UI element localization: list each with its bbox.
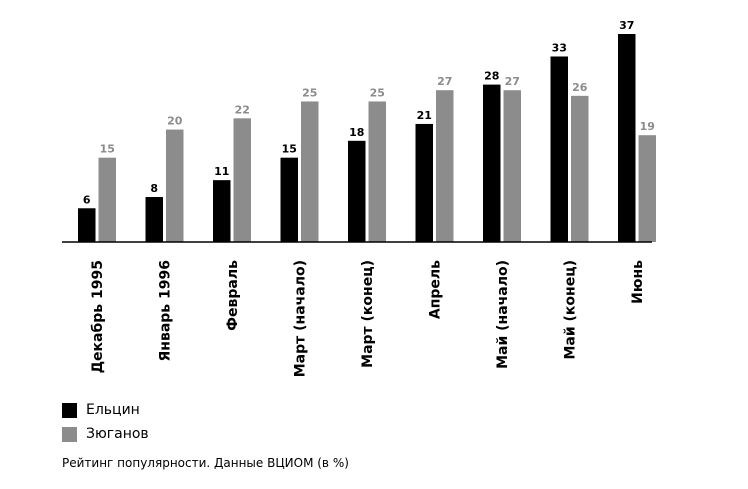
data-label-yeltsin-8: 37 (619, 19, 634, 32)
data-label-yeltsin-0: 6 (83, 193, 91, 206)
bar-zyuganov-1 (166, 129, 184, 242)
data-label-zyuganov-7: 26 (572, 81, 588, 94)
bar-yeltsin-5 (415, 123, 433, 242)
data-label-yeltsin-1: 8 (150, 182, 158, 195)
bar-zyuganov-4 (368, 101, 386, 242)
bar-yeltsin-7 (550, 56, 568, 243)
category-label-2: Февраль (225, 260, 241, 331)
bar-zyuganov-5 (436, 90, 454, 242)
bar-zyuganov-2 (233, 118, 251, 242)
bar-yeltsin-0 (78, 208, 96, 242)
data-label-yeltsin-4: 18 (349, 126, 364, 139)
bar-yeltsin-3 (280, 157, 298, 242)
bar-yeltsin-6 (483, 84, 501, 242)
bar-zyuganov-8 (638, 135, 656, 242)
category-label-6: Май (начало) (495, 260, 511, 369)
bar-yeltsin-4 (348, 140, 366, 242)
bar-yeltsin-8 (618, 34, 636, 242)
bar-zyuganov-3 (301, 101, 319, 242)
category-label-7: Май (конец) (563, 260, 579, 360)
data-label-zyuganov-6: 27 (505, 75, 520, 88)
data-label-zyuganov-1: 20 (167, 115, 183, 128)
data-label-zyuganov-4: 25 (370, 86, 385, 99)
data-label-zyuganov-3: 25 (302, 86, 317, 99)
category-label-3: Март (начало) (293, 260, 309, 377)
legend-label-yeltsin: Ельцин (86, 402, 140, 418)
data-label-yeltsin-5: 21 (417, 109, 432, 122)
legend-swatch-yeltsin (62, 402, 77, 418)
category-label-8: Июнь (630, 260, 646, 304)
bar-zyuganov-0 (98, 157, 116, 242)
data-label-yeltsin-2: 11 (214, 165, 229, 178)
data-label-yeltsin-3: 15 (282, 143, 297, 156)
bar-zyuganov-7 (571, 95, 589, 243)
category-label-0: Декабрь 1995 (90, 260, 106, 373)
data-label-zyuganov-8: 19 (640, 120, 655, 133)
legend-item-zyuganov: Зюганов (62, 426, 149, 442)
data-label-zyuganov-5: 27 (437, 75, 452, 88)
data-label-zyuganov-0: 15 (100, 143, 115, 156)
data-label-yeltsin-7: 33 (552, 41, 567, 54)
bar-yeltsin-1 (145, 197, 163, 242)
category-label-1: Январь 1996 (158, 260, 174, 361)
legend-swatch-zyuganov (62, 426, 77, 442)
bar-yeltsin-2 (213, 180, 231, 242)
bar-zyuganov-6 (503, 90, 521, 242)
chart-caption: Рейтинг популярности. Данные ВЦИОМ (в %) (62, 456, 349, 470)
category-label-5: Апрель (428, 260, 444, 319)
data-label-zyuganov-2: 22 (235, 103, 250, 116)
legend-label-zyuganov: Зюганов (86, 426, 149, 442)
bar-chart: 6 15 Декабрь 1995 8 20 Январь 1996 11 22 Февраль… (62, 19, 656, 377)
data-label-yeltsin-6: 28 (484, 70, 499, 83)
legend-item-yeltsin: Ельцин (62, 402, 140, 418)
category-label-4: Март (конец) (360, 260, 376, 368)
